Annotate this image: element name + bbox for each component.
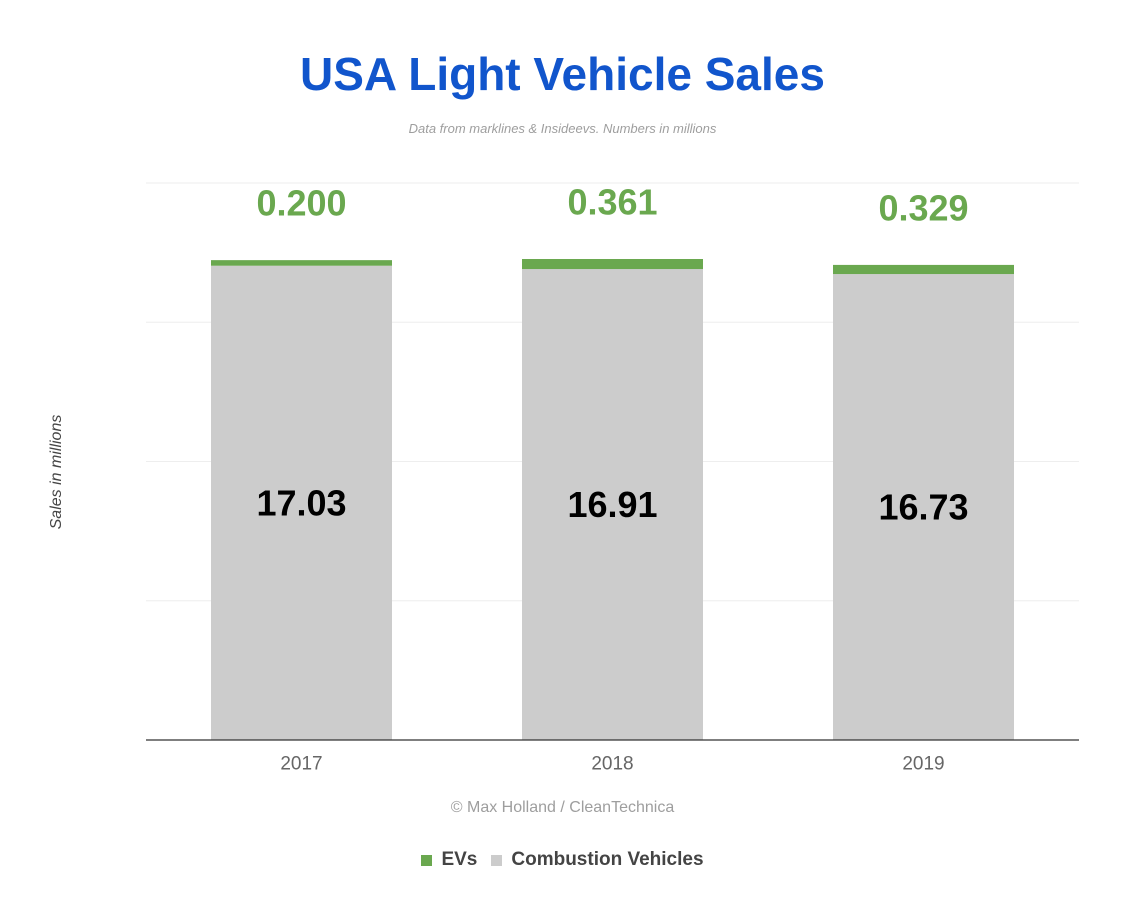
- legend-item-combustion[interactable]: Combustion Vehicles: [491, 848, 704, 872]
- legend-item-evs[interactable]: EVs: [421, 848, 477, 872]
- bar-combustion-2019: [833, 274, 1014, 740]
- data-label-combustion-2019: 16.73: [878, 487, 968, 528]
- chart-title: USA Light Vehicle Sales: [300, 48, 825, 100]
- legend-swatch-combustion: [491, 854, 503, 866]
- legend: EVs Combustion Vehicles: [0, 848, 1125, 872]
- data-label-evs-2019: 0.329: [878, 187, 968, 228]
- x-tick-label-2017: 2017: [280, 754, 322, 775]
- legend-swatch-evs: [421, 854, 433, 866]
- data-label-evs-2018: 0.361: [567, 182, 657, 223]
- data-label-combustion-2017: 17.03: [256, 482, 346, 523]
- bar-combustion-2018: [522, 269, 703, 740]
- legend-label-evs: EVs: [441, 849, 478, 870]
- chart-subtitle: Data from marklines & Insideevs. Numbers…: [408, 121, 717, 136]
- legend-label-combustion: Combustion Vehicles: [511, 849, 704, 870]
- bar-evs-2019: [833, 264, 1014, 275]
- bar-evs-2018: [522, 259, 703, 270]
- data-label-combustion-2018: 16.91: [567, 484, 657, 525]
- x-tick-label-2019: 2019: [902, 754, 944, 775]
- data-label-evs-2017: 0.200: [256, 183, 346, 224]
- bar-combustion-2017: [211, 265, 392, 740]
- bar-chart: 17.03 0.200 2017 16.91 0.361 2018 16.73 0.329 20…: [146, 182, 1079, 775]
- bar-evs-2017: [211, 260, 392, 266]
- x-tick-label-2018: 2018: [591, 754, 633, 775]
- credit-text: © Max Holland / CleanTechnica: [450, 799, 675, 816]
